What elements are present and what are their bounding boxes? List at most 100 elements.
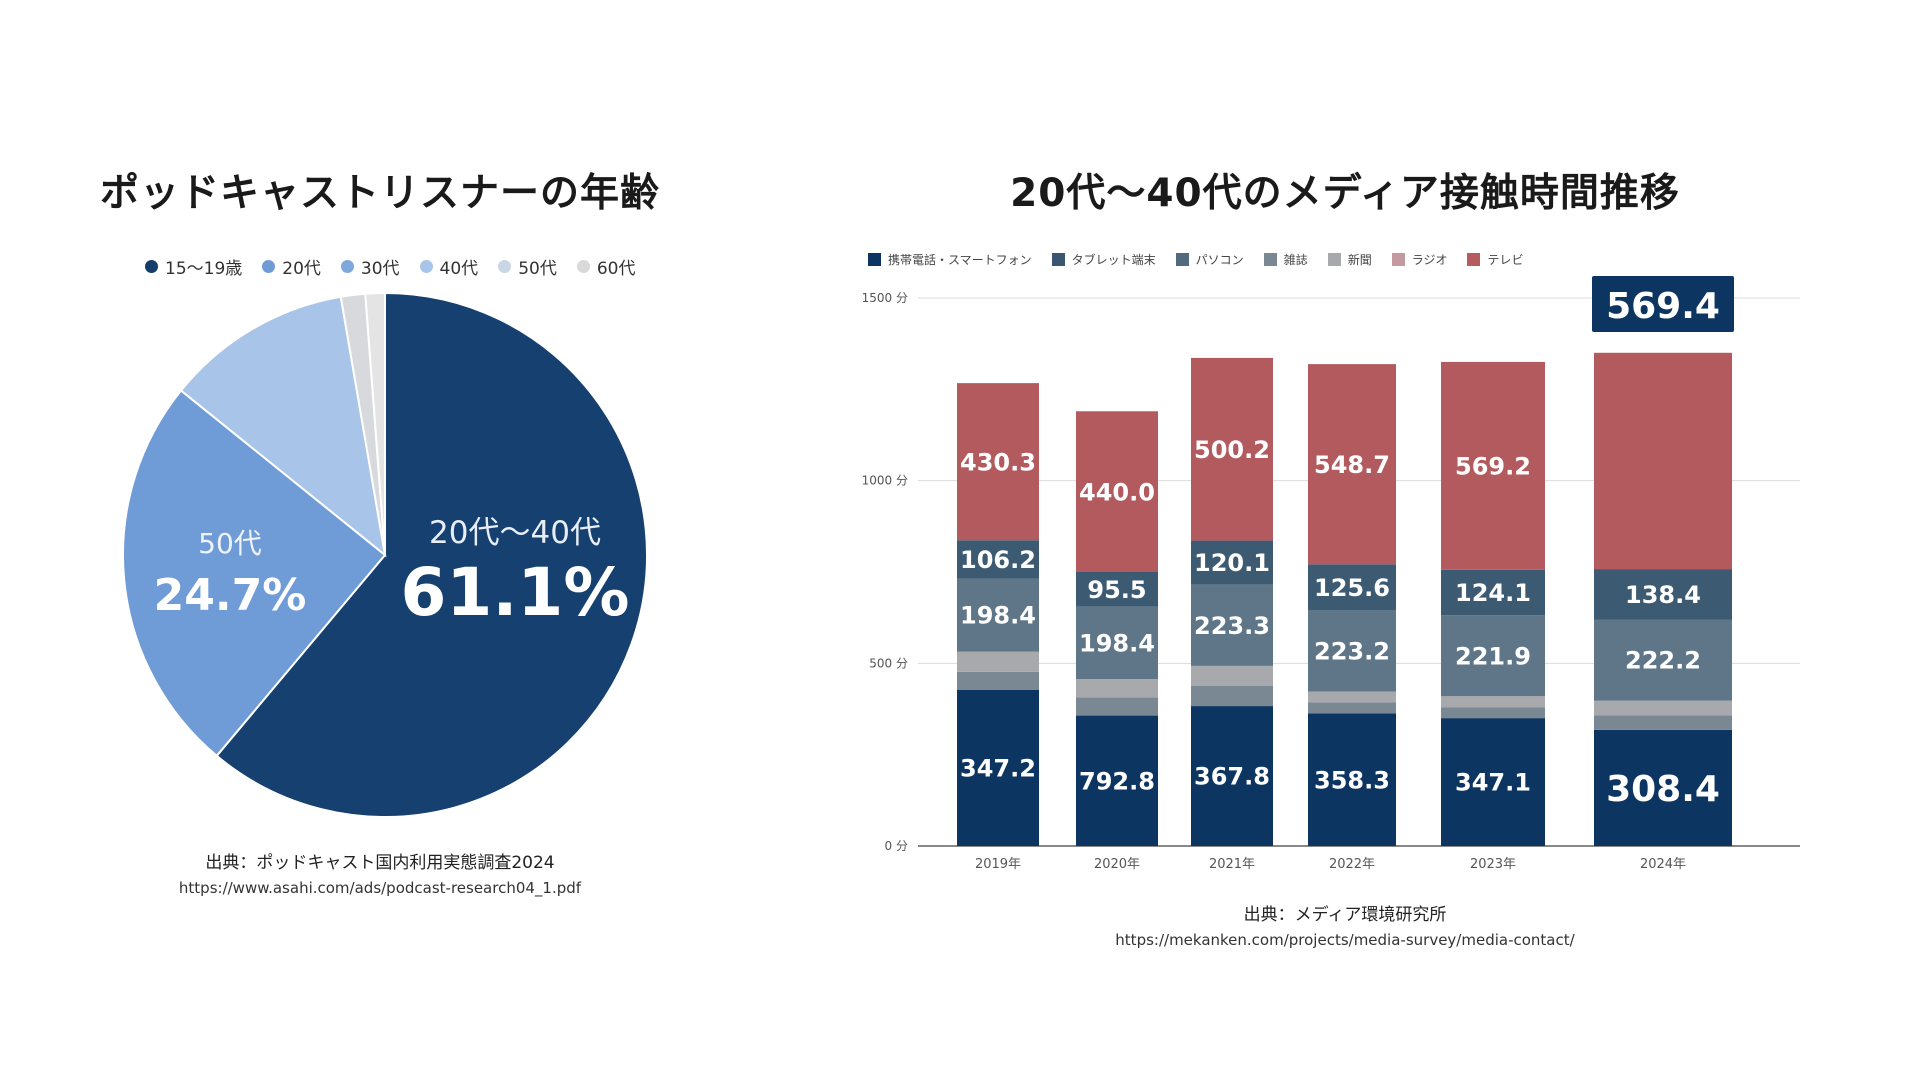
bar-segment bbox=[957, 540, 1039, 579]
legend-label: ラジオ bbox=[1411, 253, 1448, 267]
y-tick-label: 1500 分 bbox=[862, 291, 908, 305]
bar-segment bbox=[1191, 706, 1273, 846]
bar-value-label: 198.4 bbox=[960, 602, 1036, 630]
pie-legend-item: 30代 bbox=[340, 254, 400, 279]
y-tick-label: 0 分 bbox=[885, 839, 908, 853]
bar-value-label: 308.4 bbox=[1606, 769, 1720, 810]
bar-segment bbox=[1594, 715, 1732, 730]
legend-label: タブレット端末 bbox=[1071, 253, 1156, 267]
legend-square-icon bbox=[1467, 253, 1481, 266]
bar-segment bbox=[1441, 615, 1545, 697]
bar-value-label: 138.4 bbox=[1625, 581, 1701, 609]
stacked-bar-chart: 1500 分 1000 分 500 分 0 分 347.2 198.4 106.2 430.3… bbox=[862, 276, 1800, 872]
legend-label: 40代 bbox=[439, 259, 479, 279]
bar-segment bbox=[957, 671, 1039, 691]
bar-segment bbox=[1308, 364, 1396, 565]
pie-source-label: 出典：ポッドキャスト国内利用実態調査2024 bbox=[205, 853, 555, 873]
x-tick-label: 2024年 bbox=[1640, 857, 1686, 872]
pie-chart: 20代〜40代 61.1% 50代 24.7% bbox=[122, 291, 648, 818]
y-tick-label: 1000 分 bbox=[862, 474, 908, 488]
bar-segment bbox=[1076, 411, 1158, 572]
bar-value-label: 222.2 bbox=[1625, 647, 1701, 675]
bar-value-label: 430.3 bbox=[960, 448, 1036, 476]
bar-segment bbox=[1308, 564, 1396, 610]
bar-value-label: 95.5 bbox=[1087, 576, 1146, 604]
bar-legend-item: 雑誌 bbox=[1263, 251, 1308, 268]
bar-legend: 携帯電話・スマートフォン タブレット端末 パソコン 雑誌 新聞 ラジオ テレビ bbox=[868, 251, 1524, 268]
legend-label: テレビ bbox=[1487, 253, 1524, 267]
legend-label: 15〜19歳 bbox=[165, 259, 243, 279]
bar-value-label: 106.2 bbox=[960, 546, 1036, 574]
bar-segment bbox=[1191, 685, 1273, 707]
bar-segment bbox=[1594, 700, 1732, 716]
bar-value-label: 223.2 bbox=[1314, 637, 1390, 665]
bar-segment bbox=[1308, 702, 1396, 714]
bar-legend-item: テレビ bbox=[1467, 251, 1524, 268]
bar-segment bbox=[1441, 707, 1545, 719]
bar-segment bbox=[1191, 665, 1273, 686]
legend-dot-icon bbox=[145, 260, 158, 273]
legend-square-icon bbox=[868, 253, 881, 266]
legend-label: 50代 bbox=[518, 259, 557, 279]
bar-value-label: 223.3 bbox=[1194, 612, 1270, 640]
bar-segment bbox=[1594, 569, 1732, 620]
bar-panel: 20代〜40代のメディア接触時間推移 携帯電話・スマートフォン タブレット端末 … bbox=[780, 0, 1920, 1080]
bar-segment bbox=[1308, 691, 1396, 703]
bar-value-label: 125.6 bbox=[1314, 574, 1390, 602]
x-tick-label: 2021年 bbox=[1209, 857, 1255, 872]
legend-label: 雑誌 bbox=[1283, 253, 1308, 267]
legend-dot-icon bbox=[262, 260, 276, 273]
bar-legend-item: 新聞 bbox=[1327, 251, 1372, 268]
bar-segment bbox=[1441, 696, 1545, 708]
bar-legend-item: タブレット端末 bbox=[1051, 251, 1156, 268]
bar-value-label: 569.2 bbox=[1455, 453, 1531, 481]
bar-segment bbox=[1594, 729, 1732, 846]
legend-label: 30代 bbox=[360, 259, 400, 279]
bar-chart-title: 20代〜40代のメディア接触時間推移 bbox=[1010, 171, 1680, 216]
bar-value-label: 120.1 bbox=[1194, 549, 1270, 577]
x-tick-label: 2020年 bbox=[1094, 857, 1140, 872]
pie-panel: ポッドキャストリスナーの年齢 15〜19歳 20代 30代 40代 50代 60… bbox=[0, 0, 780, 1080]
bar-legend-item: ラジオ bbox=[1391, 251, 1448, 268]
legend-dot-icon bbox=[419, 260, 433, 273]
bar-segment bbox=[1191, 584, 1273, 666]
bar-segment bbox=[1076, 679, 1158, 698]
bar-segment bbox=[1076, 697, 1158, 716]
bar-segment bbox=[1441, 718, 1545, 846]
bar-segment bbox=[1191, 540, 1273, 585]
legend-label: 新聞 bbox=[1347, 253, 1372, 267]
x-tick-label: 2023年 bbox=[1470, 857, 1516, 872]
legend-square-icon bbox=[1051, 253, 1065, 266]
bar-segment bbox=[1076, 606, 1158, 680]
pie-legend-item: 50代 bbox=[498, 254, 557, 279]
pie-chart-title: ポッドキャストリスナーの年齢 bbox=[99, 171, 660, 216]
pie-slice bbox=[179, 295, 387, 558]
pie-legend-item: 20代 bbox=[262, 254, 321, 279]
bar-segment bbox=[1308, 713, 1396, 846]
legend-dot-icon bbox=[498, 260, 512, 273]
bar-value-label: 347.2 bbox=[960, 755, 1036, 783]
pie-slice bbox=[364, 291, 386, 556]
legend-square-icon bbox=[1263, 253, 1277, 266]
bar-segment bbox=[1594, 352, 1732, 570]
pie-legend-item: 60代 bbox=[576, 254, 636, 279]
pie-slice bbox=[122, 389, 387, 758]
bar-segment bbox=[957, 383, 1039, 541]
pie-legend: 15〜19歳 20代 30代 40代 50代 60代 bbox=[145, 254, 635, 279]
legend-label: 60代 bbox=[596, 259, 636, 279]
bar-value-label: 358.3 bbox=[1314, 766, 1390, 794]
bar-value-label: 124.1 bbox=[1455, 579, 1531, 607]
bar-segment bbox=[1441, 361, 1545, 570]
legend-square-icon bbox=[1391, 253, 1405, 266]
bar-segment bbox=[1441, 569, 1545, 616]
x-tick-label: 2022年 bbox=[1329, 857, 1375, 872]
bar-source: 出典：メディア環境研究所 https://mekanken.com/projec… bbox=[780, 900, 1910, 949]
pie-source-url: https://www.asahi.com/ads/podcast-resear… bbox=[178, 879, 582, 897]
legend-label: 携帯電話・スマートフォン bbox=[888, 253, 1032, 267]
bar-segment bbox=[1594, 619, 1732, 701]
pie-slice bbox=[215, 291, 648, 818]
pie-small-label-name: 50代 bbox=[198, 527, 262, 560]
bar-segment bbox=[1076, 715, 1158, 846]
legend-dot-icon bbox=[576, 260, 590, 273]
highlight-value-box bbox=[1592, 276, 1734, 332]
